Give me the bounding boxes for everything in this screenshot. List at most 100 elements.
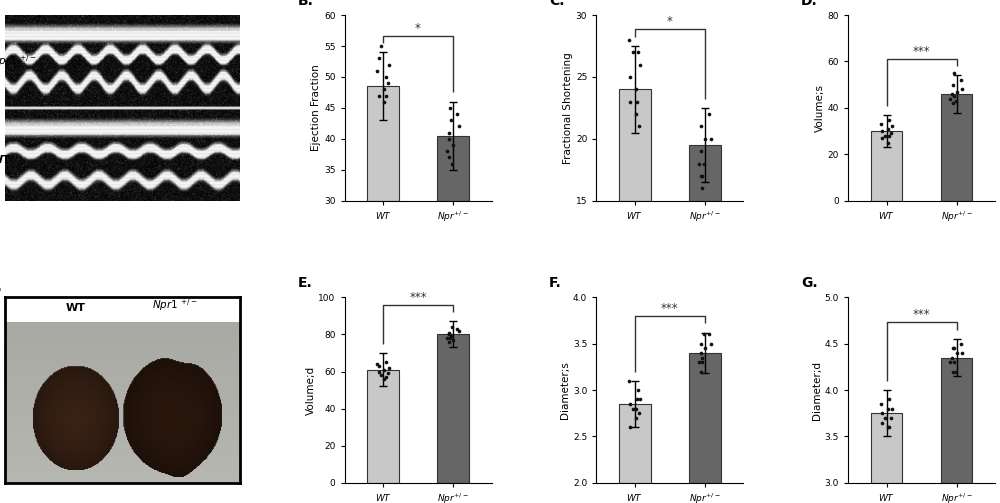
Point [441, 135, 457, 143]
Y-axis label: Volume;d: Volume;d [305, 366, 315, 414]
Point [693, 172, 709, 180]
Point [881, 395, 897, 403]
Point [369, 360, 385, 368]
Point [378, 92, 394, 100]
Point [874, 134, 890, 142]
Point [946, 92, 962, 100]
Point [883, 129, 899, 137]
Point [874, 127, 890, 135]
Point [694, 358, 710, 366]
Point [449, 110, 465, 118]
Point [628, 110, 644, 118]
Point [877, 132, 893, 140]
Y-axis label: Fractional Shortening: Fractional Shortening [563, 52, 573, 164]
Text: $Npr1$ $^{+/-}$: $Npr1$ $^{+/-}$ [0, 53, 37, 69]
Point [631, 122, 647, 130]
Point [621, 377, 637, 385]
Point [628, 86, 644, 94]
Point [441, 330, 457, 339]
Point [381, 364, 397, 372]
Text: WT: WT [66, 303, 86, 313]
Point [373, 42, 389, 50]
Point [693, 340, 709, 348]
Point [445, 336, 461, 344]
Point [378, 358, 394, 366]
Y-axis label: Volume;s: Volume;s [815, 84, 825, 132]
Point [701, 330, 717, 339]
Point [378, 373, 394, 381]
Bar [941, 358, 972, 483]
Point [371, 54, 387, 62]
Point [451, 122, 467, 130]
Point [946, 344, 962, 352]
Point [632, 60, 648, 68]
Point [697, 135, 713, 143]
Point [625, 48, 641, 56]
Point [945, 99, 961, 107]
Point [945, 368, 961, 376]
Point [954, 349, 970, 357]
Point [378, 73, 394, 81]
Point [948, 97, 964, 105]
Point [449, 325, 465, 333]
Point [439, 334, 455, 342]
Text: F.: F. [549, 276, 562, 290]
Point [693, 349, 709, 357]
Bar [689, 145, 721, 201]
Bar [437, 136, 469, 201]
Text: WT: WT [0, 154, 11, 164]
Point [442, 334, 458, 342]
Text: E.: E. [297, 276, 312, 290]
Bar [871, 413, 902, 483]
Point [445, 141, 461, 149]
Point [880, 423, 896, 431]
Point [443, 332, 459, 340]
Point [691, 159, 707, 167]
Point [628, 414, 644, 422]
Bar [871, 131, 902, 201]
Text: ***: *** [913, 308, 930, 321]
Point [621, 36, 637, 44]
Text: G.: G. [801, 276, 818, 290]
Point [439, 147, 455, 155]
Point [441, 153, 457, 161]
Point [371, 362, 387, 370]
Point [881, 423, 897, 431]
Point [622, 423, 638, 431]
Point [444, 323, 460, 331]
Point [701, 110, 717, 118]
Text: ***: *** [661, 302, 679, 315]
Point [622, 73, 638, 81]
Point [630, 386, 646, 394]
Point [444, 159, 460, 167]
Text: H.: H. [0, 280, 3, 294]
Point [873, 400, 889, 408]
Bar [367, 86, 399, 201]
Point [441, 338, 457, 346]
Point [884, 404, 900, 412]
Point [881, 116, 897, 124]
Point [694, 354, 710, 362]
Point [694, 172, 710, 180]
Point [953, 340, 969, 348]
Bar [689, 353, 721, 483]
Y-axis label: Diameter;s: Diameter;s [560, 361, 570, 419]
Point [945, 344, 961, 352]
Point [451, 326, 467, 334]
Point [376, 98, 392, 106]
Point [880, 125, 896, 133]
Point [691, 358, 707, 366]
Point [945, 80, 961, 89]
Point [443, 116, 459, 124]
Point [944, 354, 960, 362]
Point [380, 79, 396, 87]
Point [696, 330, 712, 339]
Point [703, 135, 719, 143]
Point [942, 95, 958, 103]
Point [949, 349, 965, 357]
Point [942, 358, 958, 366]
Point [373, 371, 389, 379]
Point [380, 369, 396, 377]
Point [881, 132, 897, 140]
Bar [619, 90, 651, 201]
